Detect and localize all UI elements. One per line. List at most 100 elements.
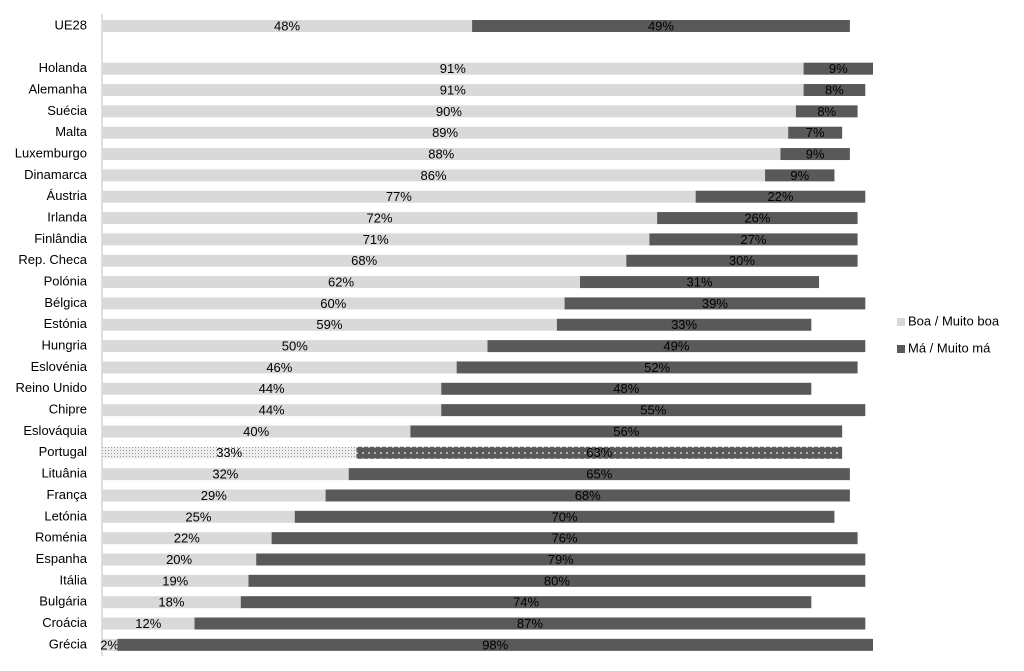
bar-segment [556, 318, 812, 331]
data-label: 25% [185, 509, 211, 524]
bar-segment [695, 190, 866, 203]
bar-segment [271, 532, 858, 545]
bar-segment [441, 382, 812, 395]
y-tick-label: Chipre [49, 402, 87, 417]
bar-segment [102, 105, 796, 118]
data-label: 9% [806, 146, 825, 161]
bar-segment [102, 20, 473, 32]
data-label: 76% [552, 531, 578, 546]
bar-segment [194, 617, 866, 630]
data-label: 49% [663, 339, 689, 354]
y-tick-label: Itália [60, 572, 88, 587]
bar-segment [102, 148, 781, 161]
data-label: 31% [687, 275, 713, 290]
bar-segment [472, 20, 850, 32]
y-tick-label: Eslováquia [23, 423, 87, 438]
data-label: 33% [671, 317, 697, 332]
y-tick-label: Malta [55, 124, 88, 139]
data-label: 44% [259, 381, 285, 396]
y-tick-label: Eslovénia [31, 359, 88, 374]
data-label: 56% [613, 424, 639, 439]
data-label: 50% [282, 339, 308, 354]
y-tick-label: Roménia [35, 530, 88, 545]
data-label: 72% [367, 210, 393, 225]
bar-segment [564, 297, 866, 310]
bar-segment [410, 425, 843, 438]
data-label: 70% [552, 509, 578, 524]
y-tick-label: Letónia [44, 508, 87, 523]
data-label: 79% [548, 552, 574, 567]
data-label: 9% [829, 61, 848, 76]
data-label: 98% [482, 637, 508, 652]
bar-segment [788, 126, 843, 139]
data-label: 55% [640, 403, 666, 418]
bar-segment [102, 361, 457, 374]
bar-segment [102, 190, 696, 203]
data-label: 87% [517, 616, 543, 631]
bar-segment [102, 510, 295, 523]
data-label: 63% [586, 445, 612, 460]
data-label: 77% [386, 189, 412, 204]
bar-segment [102, 532, 272, 545]
bar-segment [102, 468, 349, 481]
bar-segment [102, 382, 442, 395]
bar-segment [102, 169, 766, 182]
bar-segment [803, 62, 873, 75]
data-label: 27% [740, 232, 766, 247]
y-tick-label: Finlândia [34, 231, 88, 246]
data-label: 8% [825, 82, 844, 97]
y-tick-label: Bulgária [39, 594, 87, 609]
y-tick-label: Suécia [47, 103, 88, 118]
data-label: 88% [428, 146, 454, 161]
bar-segment [657, 212, 858, 225]
y-tick-label: Estónia [44, 316, 88, 331]
bar-segment [102, 276, 581, 289]
y-tick-label: Dinamarca [24, 167, 88, 182]
bar-segment [102, 233, 650, 246]
y-tick-label: Grécia [49, 636, 88, 651]
bar-segment [456, 361, 858, 374]
y-tick-label: Luxemburgo [15, 145, 87, 160]
data-label: 59% [316, 317, 342, 332]
legend-label: Boa / Muito boa [908, 313, 1000, 328]
y-tick-label: Bélgica [44, 295, 87, 310]
data-label: 18% [158, 595, 184, 610]
y-tick-label: Áustria [47, 188, 88, 203]
data-label: 9% [790, 168, 809, 183]
bar-segment [102, 446, 357, 459]
data-label: 30% [729, 253, 755, 268]
bar-segment [487, 340, 866, 353]
bar-segment [102, 340, 488, 353]
data-label: 46% [266, 360, 292, 375]
y-tick-label: Portugal [39, 444, 88, 459]
data-label: 52% [644, 360, 670, 375]
bar-segment [348, 468, 850, 481]
data-label: 19% [162, 573, 188, 588]
data-label: 2% [100, 637, 119, 652]
data-label: 65% [586, 467, 612, 482]
data-label: 44% [259, 403, 285, 418]
data-label: 60% [320, 296, 346, 311]
bar-segment [102, 425, 411, 438]
data-label: 62% [328, 275, 354, 290]
data-label: 7% [806, 125, 825, 140]
bar-segment [240, 596, 812, 609]
bar-segment [117, 638, 874, 651]
legend-swatch [897, 345, 905, 353]
y-tick-label: Espanha [36, 551, 88, 566]
legend-swatch [897, 318, 905, 326]
data-label: 74% [513, 595, 539, 610]
bar-segment [803, 84, 866, 97]
bar-segment [102, 617, 195, 630]
data-label: 22% [174, 531, 200, 546]
bar-segment [102, 62, 804, 75]
data-label: 20% [166, 552, 192, 567]
bar-segment [356, 446, 843, 459]
data-label: 68% [575, 488, 601, 503]
bar-segment [102, 574, 249, 587]
bar-segment [626, 254, 858, 267]
y-tick-label: Reino Unido [15, 380, 87, 395]
y-tick-label: UE28 [54, 17, 87, 32]
data-label: 32% [212, 467, 238, 482]
